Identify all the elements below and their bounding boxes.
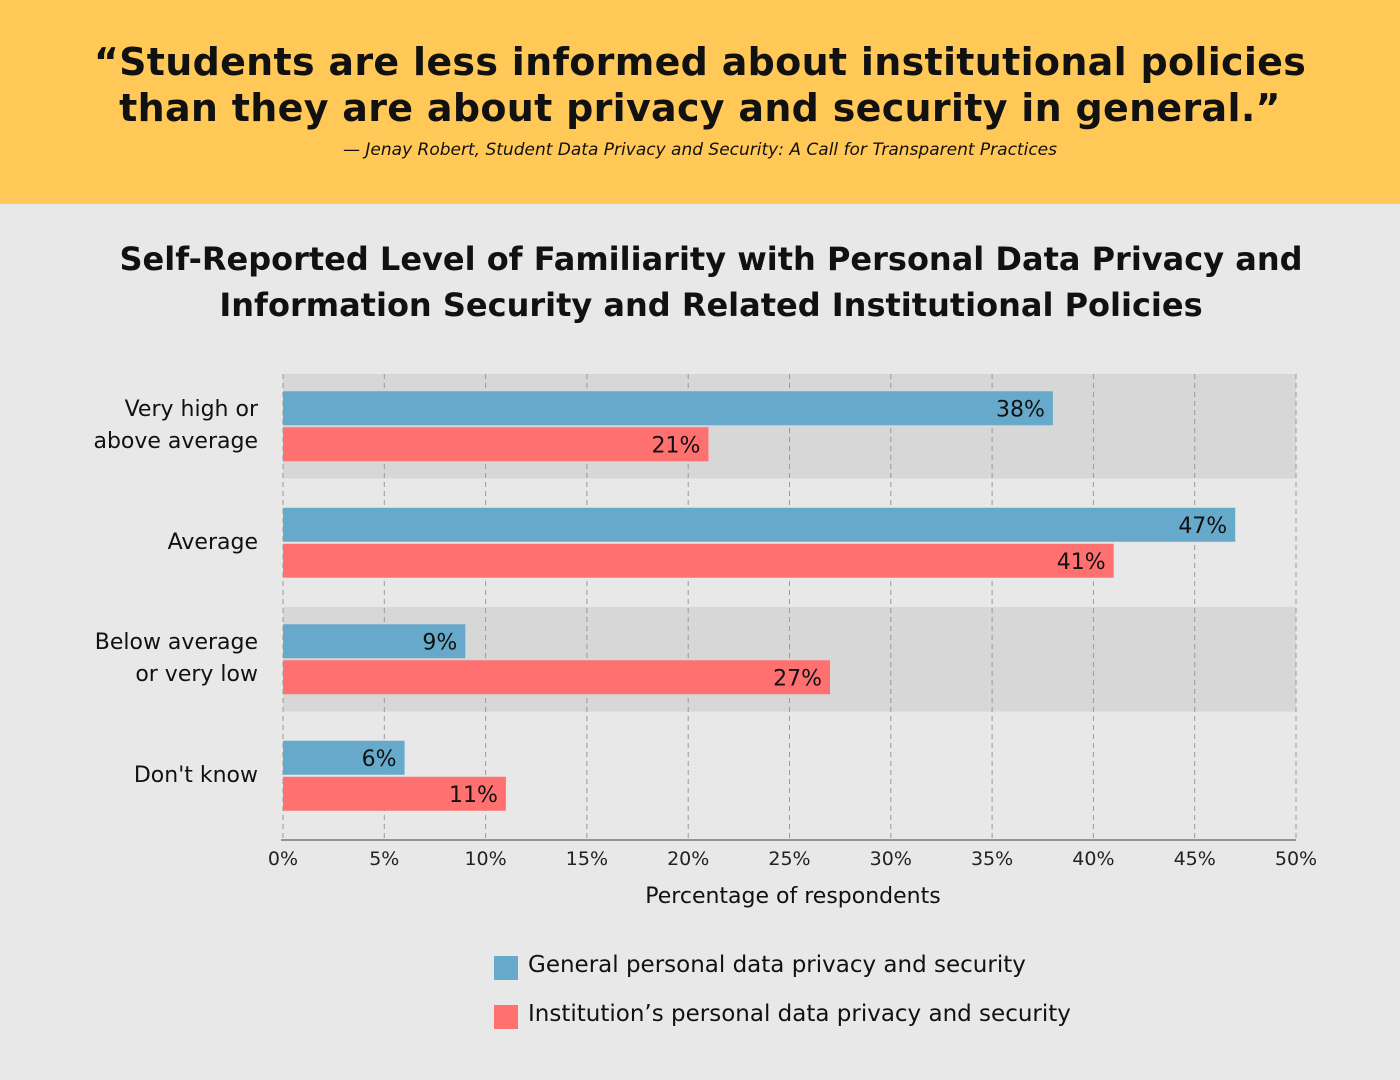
bar-value-label-s1-c2: 27% <box>773 666 822 691</box>
x-tick-label-2: 10% <box>464 848 507 870</box>
x-tick-label-1: 5% <box>369 848 400 870</box>
category-label-line: Average <box>167 529 258 555</box>
bar-s0-c1 <box>283 507 1236 542</box>
quote-line-1: “Students are less informed about instit… <box>93 40 1307 84</box>
x-axis-title: Percentage of respondents <box>645 884 941 909</box>
quote-line-2: than they are about privacy and security… <box>119 86 1281 130</box>
quote-attribution: — Jenay Robert, Student Data Privacy and… <box>343 140 1057 160</box>
x-tick-label-8: 40% <box>1072 848 1115 870</box>
x-tick-label-6: 30% <box>869 848 912 870</box>
category-label-line: Below average <box>94 630 258 656</box>
chart-title-line-1: Self-Reported Level of Familiarity with … <box>119 240 1303 278</box>
band-bg-0 <box>283 374 1296 479</box>
legend-swatch-general <box>494 956 518 980</box>
category-label-line: above average <box>93 429 258 455</box>
x-tick-label-5: 25% <box>768 848 811 870</box>
band-bg-2 <box>283 607 1296 712</box>
bar-value-label-s0-c3: 6% <box>362 747 397 772</box>
bar-s1-c1 <box>283 543 1114 578</box>
bar-s1-c0 <box>283 427 709 462</box>
bar-s0-c0 <box>283 391 1053 426</box>
bar-value-label-s0-c0: 38% <box>996 397 1045 422</box>
x-tick-label-7: 35% <box>970 848 1014 870</box>
bar-s0-c2 <box>283 624 466 659</box>
x-tick-label-10: 50% <box>1274 848 1318 870</box>
x-tick-label-0: 0% <box>267 848 299 870</box>
bar-value-label-s0-c1: 47% <box>1178 514 1227 539</box>
bar-s0-c3 <box>283 740 405 775</box>
legend-label-institution: Institution’s personal data privacy and … <box>528 1001 1071 1027</box>
bar-s1-c3 <box>283 776 506 811</box>
x-tick-label-9: 45% <box>1173 848 1216 870</box>
x-tick-label-3: 15% <box>565 848 608 870</box>
legend-label-general: General personal data privacy and securi… <box>528 952 1026 978</box>
x-tick-label-4: 20% <box>667 848 710 870</box>
bar-s1-c2 <box>283 660 831 695</box>
category-label-line: or very low <box>135 662 258 688</box>
category-label-line: Don't know <box>133 762 258 788</box>
bar-value-label-s1-c0: 21% <box>652 433 701 458</box>
category-label-0: Very high or above average <box>93 394 258 458</box>
category-label-2: Below average or very low <box>95 627 258 691</box>
bar-value-label-s0-c2: 9% <box>422 630 457 655</box>
quote-banner: “Students are less informed about instit… <box>0 0 1400 204</box>
bar-value-label-s1-c1: 41% <box>1057 550 1106 575</box>
chart-title-line-2: Information Security and Related Institu… <box>219 286 1203 324</box>
bar-value-label-s1-c3: 11% <box>449 783 498 808</box>
category-label-1: Average <box>168 527 258 559</box>
category-label-3: Don't know <box>134 760 258 792</box>
legend-swatch-institution <box>494 1005 518 1029</box>
category-label-line: Very high or <box>124 397 258 423</box>
